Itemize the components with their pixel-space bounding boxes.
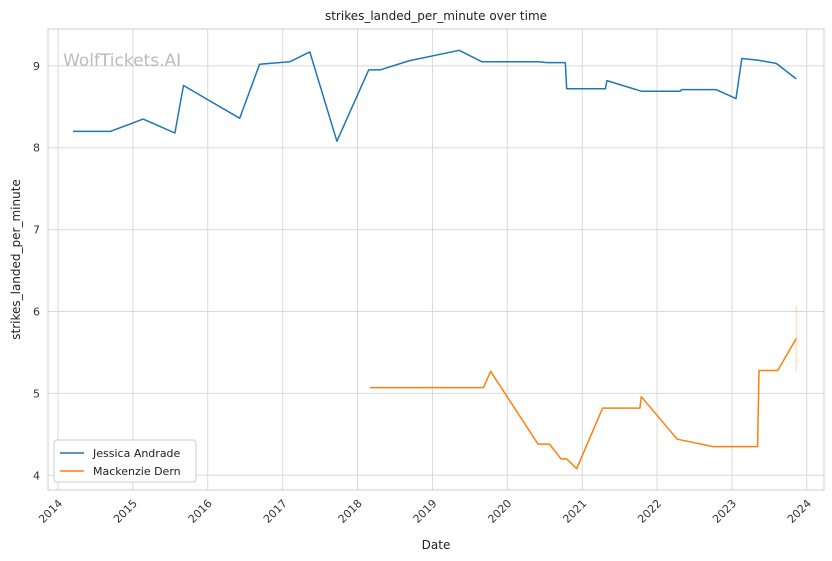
series-line-jessica-andrade — [73, 49, 797, 142]
data-point — [546, 62, 548, 64]
y-tick-label: 7 — [33, 224, 40, 237]
data-point — [490, 370, 492, 372]
x-tick-label: 2019 — [411, 497, 440, 526]
data-point — [576, 468, 578, 470]
watermark: WolfTickets.AI — [63, 51, 181, 71]
data-point — [368, 69, 370, 71]
data-point — [606, 80, 608, 82]
data-point — [775, 63, 777, 65]
data-point — [537, 443, 539, 445]
x-tick-label: 2014 — [36, 497, 65, 526]
legend-label-jessica-andrade: Jessica Andrade — [92, 447, 181, 460]
data-point — [735, 98, 737, 100]
data-point — [566, 88, 568, 90]
data-point — [110, 131, 112, 133]
y-axis-label: strikes_landed_per_minute — [9, 179, 23, 340]
plot-area-frame — [47, 28, 825, 491]
legend-box — [53, 439, 197, 483]
data-point — [309, 51, 311, 53]
data-point — [758, 370, 760, 372]
data-point — [641, 90, 643, 92]
x-tick-label: 2017 — [261, 497, 290, 526]
data-point — [605, 88, 607, 90]
data-point — [174, 132, 176, 134]
data-point — [757, 59, 759, 61]
data-point — [408, 60, 410, 62]
data-point — [741, 58, 743, 60]
data-point — [549, 443, 551, 445]
chart-title: strikes_landed_per_minute over time — [325, 9, 547, 23]
x-tick-label: 2021 — [560, 497, 589, 526]
legend: Jessica Andrade Mackenzie Dern — [53, 439, 197, 483]
data-point — [336, 140, 338, 142]
data-point — [566, 458, 568, 460]
y-tick-label: 9 — [33, 60, 40, 73]
data-point — [676, 438, 678, 440]
data-point — [259, 63, 261, 65]
legend-label-mackenzie-dern: Mackenzie Dern — [93, 465, 181, 478]
data-point — [641, 396, 643, 398]
x-tick-label: 2024 — [785, 497, 814, 526]
y-tick-label: 4 — [33, 469, 40, 482]
data-point — [639, 407, 641, 409]
data-point — [712, 446, 714, 448]
x-tick-label: 2023 — [710, 497, 739, 526]
x-tick-label: 2016 — [186, 497, 215, 526]
x-axis-label: Date — [422, 538, 451, 552]
y-tick-label: 6 — [33, 305, 40, 318]
series-line-mackenzie-dern — [370, 338, 797, 470]
x-tick-label: 2022 — [635, 497, 664, 526]
y-tick-label: 5 — [33, 387, 40, 400]
data-point — [458, 49, 460, 51]
data-point — [757, 446, 759, 448]
data-point — [483, 387, 485, 389]
data-point — [796, 78, 798, 80]
data-point — [564, 62, 566, 64]
data-point — [289, 61, 291, 63]
data-point — [379, 69, 381, 71]
data-point — [72, 131, 74, 133]
y-tick-label: 8 — [33, 142, 40, 155]
data-point — [183, 85, 185, 87]
data-point — [142, 118, 144, 120]
data-point — [715, 89, 717, 91]
data-point — [369, 387, 371, 389]
grid-lines — [48, 29, 824, 490]
data-point — [481, 61, 483, 63]
data-point — [239, 117, 241, 119]
data-point — [777, 370, 779, 372]
data-point — [538, 61, 540, 63]
series-lines — [72, 49, 798, 470]
data-point — [679, 90, 681, 92]
x-tick-label: 2018 — [336, 497, 365, 526]
x-tick-label: 2015 — [111, 497, 140, 526]
x-tick-label: 2020 — [485, 497, 514, 526]
data-point — [560, 458, 562, 460]
data-point — [602, 407, 604, 409]
data-point — [681, 89, 683, 91]
